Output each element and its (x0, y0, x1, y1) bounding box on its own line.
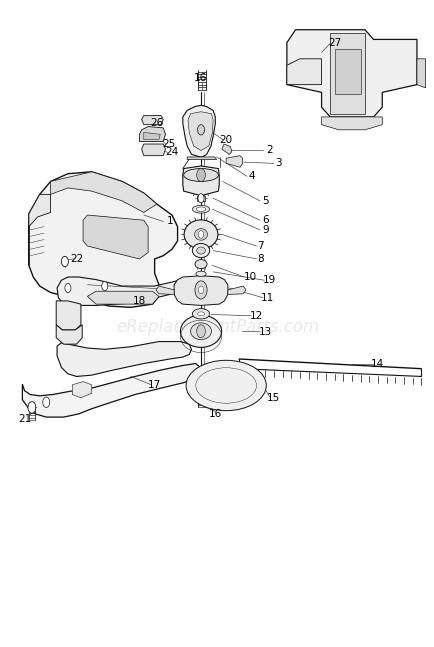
Text: 17: 17 (148, 380, 161, 390)
Polygon shape (321, 117, 381, 130)
Text: 11: 11 (260, 292, 273, 303)
Polygon shape (226, 156, 242, 168)
Polygon shape (141, 116, 163, 125)
Polygon shape (329, 33, 364, 114)
Ellipse shape (192, 309, 209, 319)
Ellipse shape (190, 323, 211, 340)
Text: 18: 18 (132, 296, 146, 306)
Ellipse shape (184, 220, 217, 249)
Polygon shape (221, 144, 231, 155)
Ellipse shape (194, 228, 207, 240)
Ellipse shape (186, 360, 266, 411)
Polygon shape (57, 277, 195, 305)
Text: 20: 20 (219, 135, 232, 144)
Text: 24: 24 (165, 148, 178, 157)
Text: 2: 2 (266, 146, 272, 155)
Circle shape (194, 281, 207, 299)
Ellipse shape (197, 312, 204, 316)
Circle shape (196, 325, 205, 338)
Ellipse shape (180, 315, 221, 347)
Polygon shape (139, 127, 165, 142)
Polygon shape (56, 301, 81, 330)
Polygon shape (334, 49, 360, 94)
Text: 14: 14 (371, 359, 384, 369)
Text: 10: 10 (243, 272, 256, 282)
Polygon shape (174, 276, 227, 305)
Polygon shape (286, 59, 321, 85)
Circle shape (198, 286, 203, 294)
Ellipse shape (194, 259, 207, 269)
Text: 15: 15 (266, 393, 280, 402)
Text: 4: 4 (248, 171, 255, 181)
Text: 22: 22 (70, 254, 83, 264)
Ellipse shape (192, 243, 209, 258)
Text: 3: 3 (274, 159, 281, 168)
Text: 16: 16 (208, 409, 221, 419)
Text: 26: 26 (150, 118, 163, 128)
Text: 19: 19 (262, 275, 276, 285)
Polygon shape (57, 342, 191, 377)
Polygon shape (144, 133, 160, 140)
Text: 25: 25 (162, 139, 175, 149)
Circle shape (61, 256, 68, 267)
Polygon shape (83, 215, 148, 259)
Ellipse shape (196, 207, 205, 212)
Polygon shape (50, 172, 156, 212)
Circle shape (196, 169, 205, 181)
Polygon shape (141, 144, 165, 156)
Circle shape (102, 281, 108, 291)
Polygon shape (227, 286, 246, 294)
Polygon shape (56, 325, 82, 344)
Polygon shape (187, 157, 216, 160)
Polygon shape (286, 30, 416, 117)
Text: 5: 5 (261, 196, 268, 206)
Text: 21: 21 (18, 414, 31, 424)
Circle shape (198, 230, 203, 238)
Text: 9: 9 (261, 225, 268, 235)
Ellipse shape (196, 247, 205, 254)
Polygon shape (29, 194, 50, 265)
Text: 27: 27 (327, 38, 340, 48)
Circle shape (65, 283, 71, 292)
Ellipse shape (192, 205, 209, 213)
Text: eReplacementParts.com: eReplacementParts.com (115, 318, 319, 336)
Polygon shape (196, 195, 205, 201)
Polygon shape (182, 105, 215, 157)
Text: 12: 12 (249, 311, 263, 321)
Polygon shape (72, 382, 92, 398)
Text: 16: 16 (193, 73, 206, 83)
Polygon shape (187, 112, 213, 151)
Text: 13: 13 (258, 327, 271, 337)
Polygon shape (29, 172, 177, 307)
Circle shape (197, 193, 204, 203)
Text: 6: 6 (261, 215, 268, 225)
Text: 8: 8 (257, 254, 263, 264)
Polygon shape (87, 291, 158, 304)
Text: 1: 1 (166, 217, 173, 226)
Polygon shape (155, 286, 174, 294)
Text: 7: 7 (257, 241, 263, 251)
Circle shape (28, 402, 36, 413)
Polygon shape (182, 166, 219, 195)
Circle shape (197, 125, 204, 135)
Circle shape (43, 397, 49, 408)
Ellipse shape (183, 169, 218, 181)
Ellipse shape (195, 271, 206, 276)
Polygon shape (22, 364, 200, 417)
Polygon shape (416, 59, 424, 88)
